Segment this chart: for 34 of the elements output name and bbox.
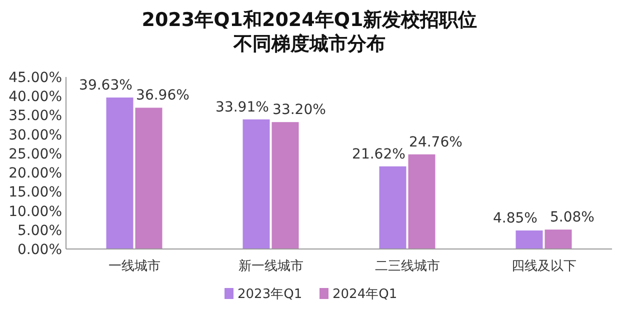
y-tick-label: 30.00% (8, 127, 62, 144)
x-tick-label: 新一线城市 (238, 259, 304, 274)
y-tick-label: 35.00% (8, 108, 62, 124)
bar (106, 98, 134, 249)
bar (516, 230, 543, 249)
bar (408, 154, 436, 249)
data-label: 33.91% (216, 99, 269, 116)
bar (272, 122, 299, 249)
data-label: 4.85% (493, 210, 538, 226)
y-tick-label: 15.00% (8, 184, 62, 201)
bar (135, 108, 162, 249)
y-tick-label: 45.00% (8, 70, 62, 86)
y-tick-label: 25.00% (8, 146, 62, 162)
chart-title: 2023年Q1和2024年Q1新发校招职位 (142, 9, 478, 31)
y-tick-label: 10.00% (8, 204, 62, 220)
x-tick-label: 一线城市 (108, 259, 160, 274)
bar (544, 230, 572, 249)
data-label: 36.96% (136, 88, 190, 104)
data-label: 39.63% (79, 78, 132, 94)
x-tick-label: 四线及以下 (511, 259, 576, 274)
bar (242, 119, 270, 249)
bar (379, 166, 406, 249)
data-label: 24.76% (409, 134, 462, 150)
data-label: 5.08% (550, 210, 594, 226)
legend-label: 2023年Q1 (238, 287, 302, 302)
x-tick-label: 二三线城市 (374, 259, 440, 274)
y-tick-label: 0.00% (18, 242, 62, 258)
y-tick-label: 40.00% (8, 89, 62, 106)
legend-label: 2024年Q1 (332, 287, 398, 302)
y-tick-label: 5.00% (18, 222, 62, 239)
chart-subtitle: 不同梯度城市分布 (232, 33, 386, 55)
data-label: 33.20% (272, 102, 326, 118)
y-tick-label: 20.00% (8, 166, 62, 182)
data-label: 21.62% (352, 146, 406, 162)
